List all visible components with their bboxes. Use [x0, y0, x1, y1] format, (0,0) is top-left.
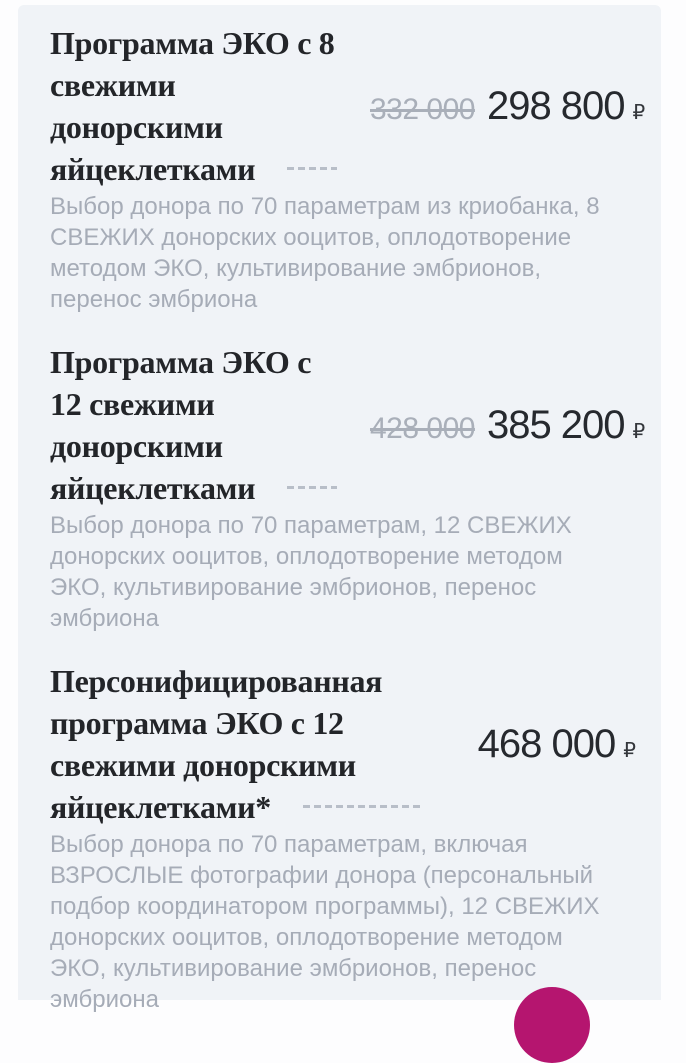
- currency-symbol: ₽: [632, 418, 646, 443]
- item-header: Персонифицированная программа ЭКО с 12 с…: [50, 660, 636, 828]
- currency-symbol: ₽: [632, 99, 646, 124]
- program-description: Выбор донора по 70 параметрам из криобан…: [50, 193, 600, 313]
- price-list-panel: Программа ЭКО с 8 свежими донорскими яйц…: [18, 5, 661, 1013]
- program-title-text: Программа ЭКО с 8 свежими донорскими яйц…: [50, 25, 335, 187]
- program-title: Персонифицированная программа ЭКО с 12 с…: [50, 660, 450, 828]
- currency-symbol: ₽: [623, 737, 636, 762]
- current-price: 385 200: [486, 402, 626, 447]
- old-price: 332 000: [370, 92, 475, 126]
- dotted-leader: [303, 805, 421, 808]
- price-block: 428 000 385 200 ₽: [370, 403, 645, 448]
- program-title-text: Программа ЭКО с 12 свежими донорскими яй…: [50, 344, 312, 506]
- dotted-leader: [287, 167, 338, 170]
- chat-fab-button[interactable]: [514, 987, 590, 1063]
- program-title: Программа ЭКО с 8 свежими донорскими яйц…: [50, 22, 370, 190]
- program-description: Выбор донора по 70 параметрам, 12 СВЕЖИХ…: [50, 512, 572, 632]
- program-description: Выбор донора по 70 параметрам, включая В…: [50, 831, 600, 1013]
- item-header: Программа ЭКО с 8 свежими донорскими яйц…: [50, 22, 645, 190]
- program-title-text: Персонифицированная программа ЭКО с 12 с…: [50, 663, 383, 825]
- old-price: 428 000: [370, 411, 475, 445]
- price-list-item: Программа ЭКО с 12 свежими донорскими яй…: [50, 341, 645, 634]
- price-block: 332 000 298 800 ₽: [370, 84, 645, 129]
- price-list-item: Персонифицированная программа ЭКО с 12 с…: [50, 660, 636, 1015]
- program-title: Программа ЭКО с 12 свежими донорскими яй…: [50, 341, 370, 509]
- current-price: 298 800: [486, 83, 626, 128]
- item-header: Программа ЭКО с 12 свежими донорскими яй…: [50, 341, 645, 509]
- price-block: 468 000 ₽: [478, 722, 636, 767]
- price-list-item: Программа ЭКО с 8 свежими донорскими яйц…: [50, 22, 645, 315]
- current-price: 468 000: [477, 721, 617, 766]
- dotted-leader: [287, 486, 338, 489]
